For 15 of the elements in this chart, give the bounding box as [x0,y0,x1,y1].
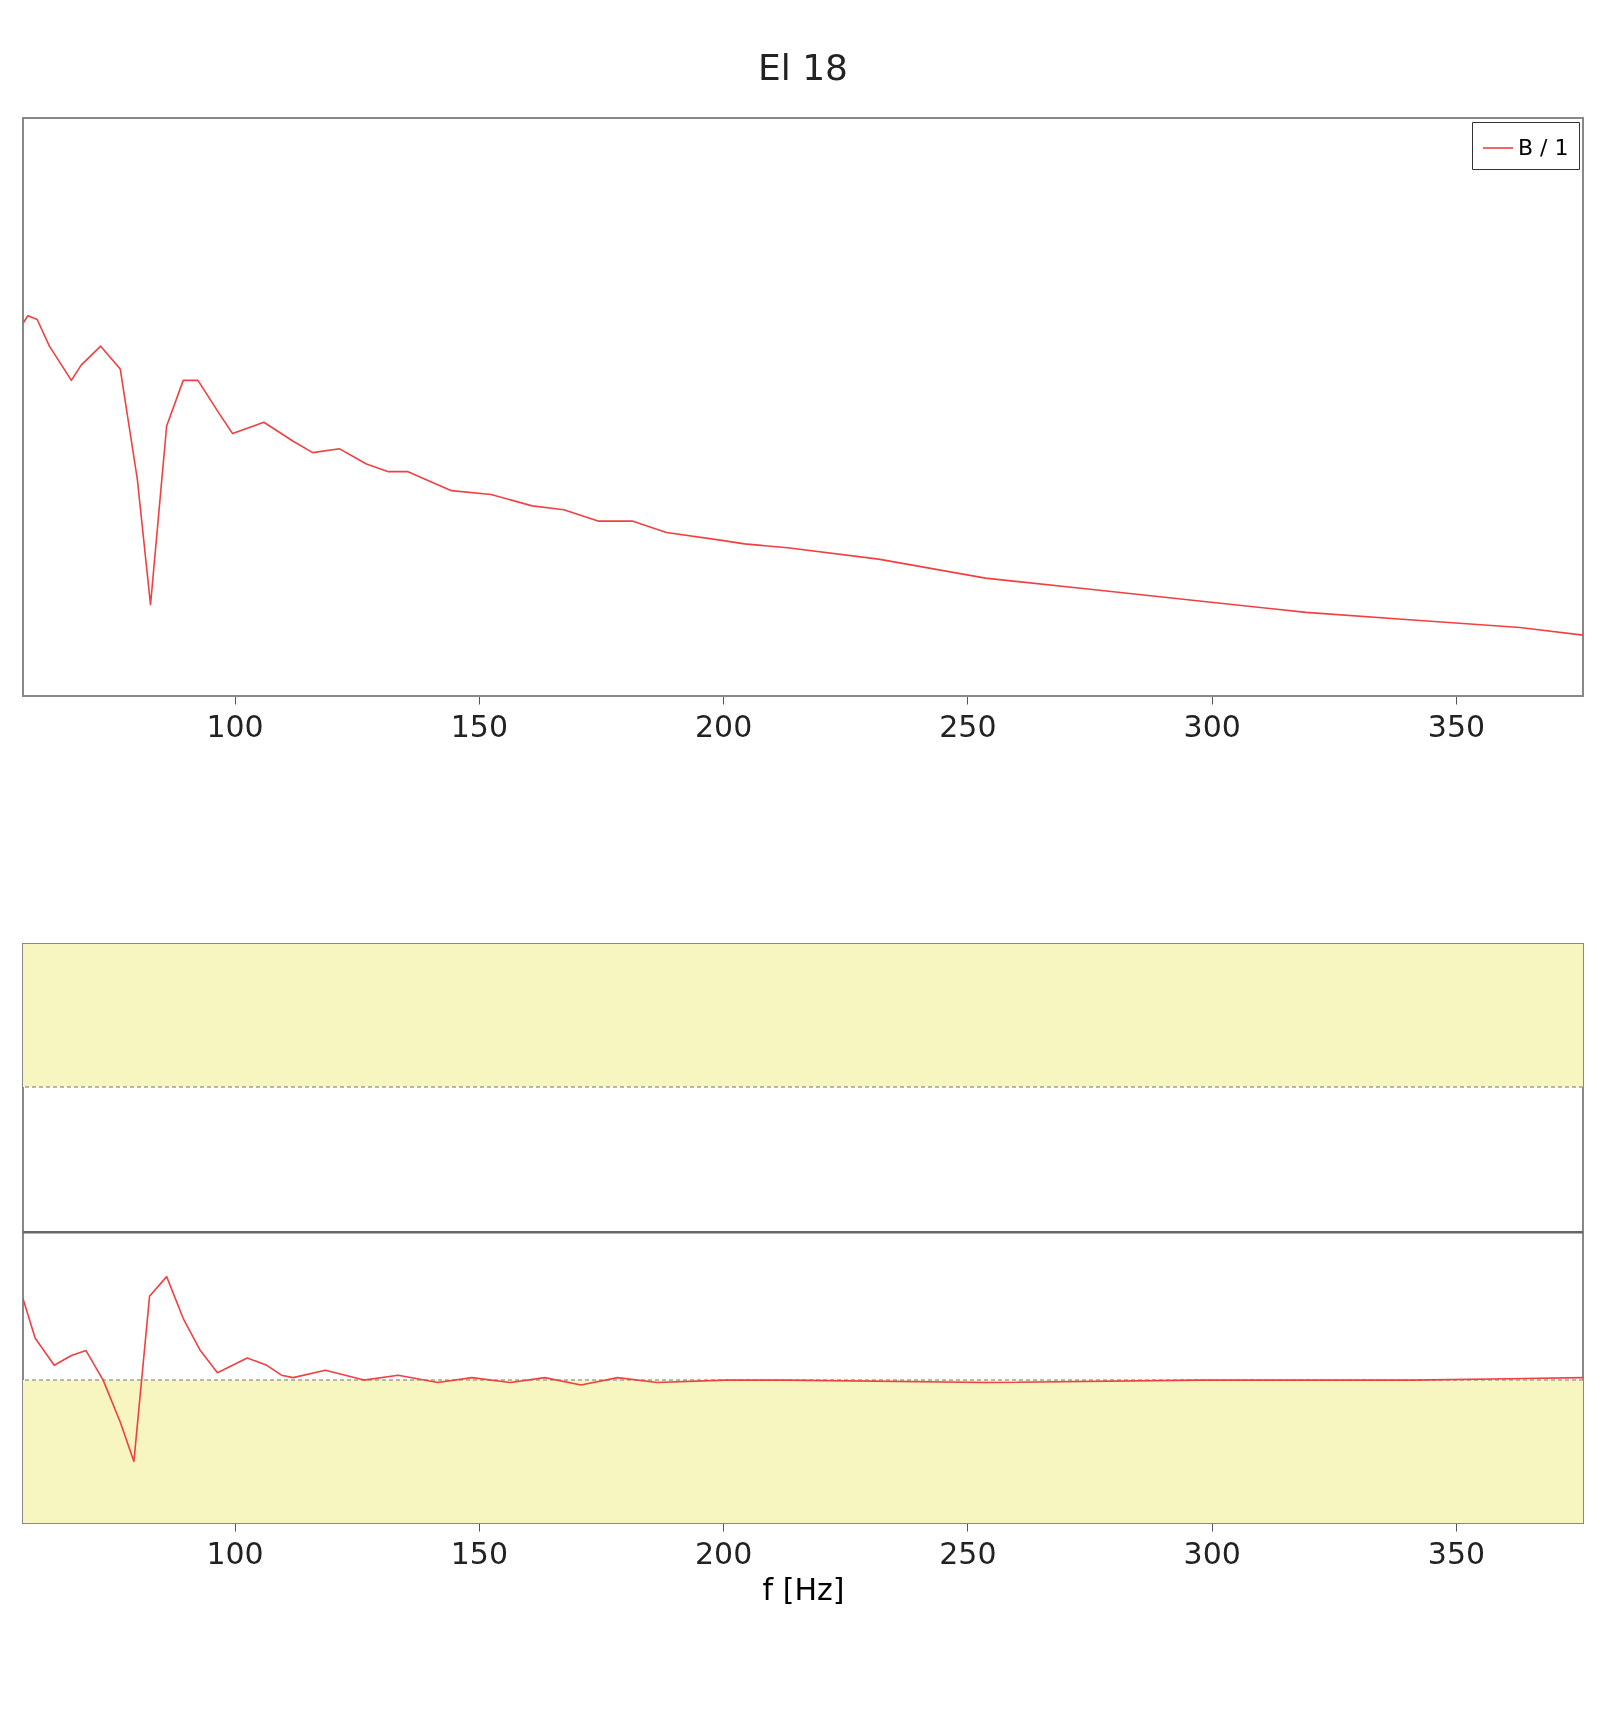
x-tick-label: 250 [939,1535,997,1571]
x-tick-label: 300 [1183,708,1241,744]
x-tick-label: 250 [939,708,997,744]
legend-label: B / 1 [1518,135,1569,160]
x-tick-label: 350 [1427,1535,1486,1571]
x-tick-label: 150 [450,708,508,744]
x-tick-label: 200 [694,1535,753,1571]
chart-title: El 18 [758,47,848,88]
x-tick-label: 100 [206,708,264,744]
x-tick-label: 200 [694,708,753,744]
x-tick-label: 350 [1427,708,1486,744]
x-axis-title: f [Hz] [762,1571,845,1607]
x-tick-label: 300 [1183,1535,1241,1571]
x-tick-label: 100 [206,1535,264,1571]
x-tick-label: 150 [450,1535,508,1571]
